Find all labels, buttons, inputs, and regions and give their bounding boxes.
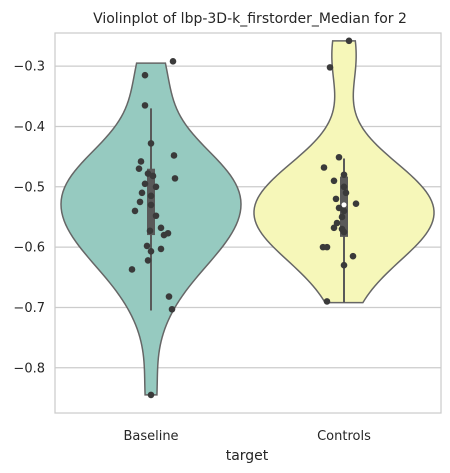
- plot-frame: [54, 32, 442, 414]
- data-point: [141, 180, 149, 188]
- x-axis-ticks: Baseline Controls: [123, 429, 371, 444]
- data-point: [340, 183, 348, 191]
- data-point: [340, 261, 348, 269]
- data-point: [147, 248, 155, 255]
- data-point: [137, 158, 145, 165]
- data-point: [170, 152, 178, 159]
- data-point: [157, 245, 165, 253]
- violins: [60, 40, 435, 396]
- data-point: [169, 58, 177, 65]
- data-point: [141, 71, 149, 79]
- x-tick-label: Baseline: [123, 429, 178, 444]
- data-point: [326, 64, 334, 71]
- y-axis-ticks: −0.8 −0.7 −0.6 −0.5 −0.4 −0.3: [13, 60, 45, 377]
- x-tick-label: Controls: [317, 429, 371, 444]
- data-point: [345, 37, 353, 45]
- y-tick-label: −0.5: [13, 180, 45, 195]
- data-point: [165, 293, 173, 300]
- data-point: [152, 183, 160, 191]
- data-point: [147, 192, 155, 200]
- data-point: [157, 224, 165, 232]
- data-point: [320, 164, 328, 171]
- data-point: [323, 243, 331, 251]
- data-point: [342, 189, 350, 197]
- data-point: [340, 228, 348, 236]
- data-point: [338, 213, 346, 221]
- chart-title: Violinplot of lbp-3D-k_firstorder_Median…: [93, 11, 407, 27]
- strip-points: [128, 37, 360, 399]
- data-point: [138, 189, 146, 197]
- data-point: [333, 219, 341, 227]
- data-point: [323, 298, 331, 305]
- data-point: [147, 391, 155, 399]
- data-point: [147, 140, 155, 147]
- data-point: [144, 257, 152, 264]
- data-point: [332, 195, 340, 203]
- data-point: [143, 242, 151, 250]
- data-point: [128, 266, 136, 273]
- data-point: [152, 212, 160, 220]
- data-point: [330, 177, 338, 185]
- data-point: [330, 224, 338, 232]
- data-point: [149, 172, 157, 180]
- data-point: [352, 200, 360, 207]
- y-tick-label: −0.6: [13, 241, 45, 256]
- data-point: [147, 201, 155, 209]
- data-point: [340, 207, 348, 215]
- y-tick-label: −0.4: [13, 120, 45, 135]
- data-point: [144, 170, 152, 177]
- data-point: [131, 207, 139, 215]
- y-tick-label: −0.8: [13, 361, 45, 376]
- y-tick-label: −0.3: [13, 60, 45, 75]
- data-point: [141, 102, 149, 109]
- data-point: [136, 198, 144, 206]
- data-point: [171, 175, 179, 182]
- x-axis-label: target: [226, 448, 269, 464]
- median-controls: [341, 202, 347, 208]
- data-point: [168, 305, 176, 313]
- data-point: [146, 227, 154, 235]
- data-point: [135, 165, 143, 173]
- data-point: [349, 252, 357, 260]
- data-point: [335, 153, 343, 161]
- data-point: [160, 231, 168, 239]
- data-point: [335, 204, 343, 212]
- data-point: [340, 171, 348, 179]
- y-tick-label: −0.7: [13, 301, 45, 316]
